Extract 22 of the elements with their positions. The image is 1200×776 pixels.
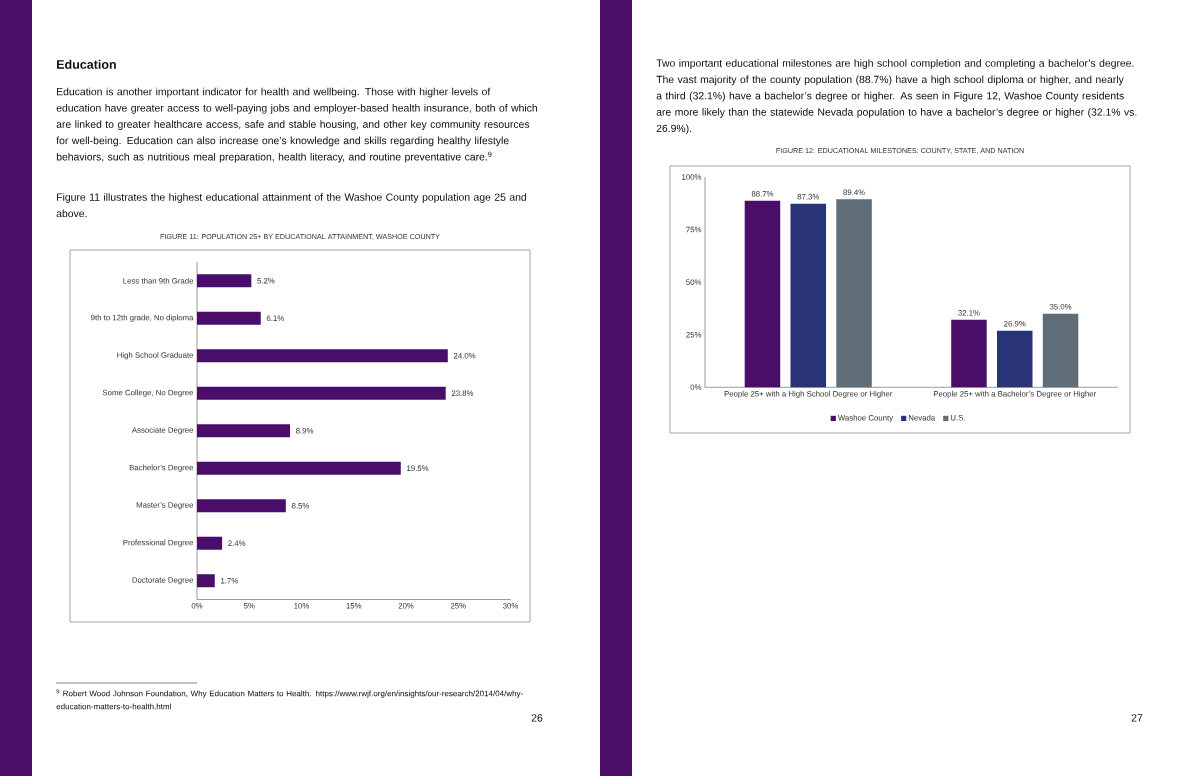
bar	[744, 200, 781, 388]
bar	[790, 203, 827, 388]
bar	[951, 319, 987, 388]
bar	[197, 311, 261, 325]
bar	[997, 330, 1033, 388]
bar	[197, 574, 215, 588]
bar	[197, 386, 446, 400]
text: 26	[531, 714, 543, 722]
text: Two important educational milestones are high school completion and completing a bachelor’s degree. The vast majority of the county population (88.7%) have a high school diploma or higher, and nearly a third (32.1%) have a bachelor’s degree or higher. As seen in Figure 12, Washoe County residents are more likely than the statewide Nevada population to have a bachelor’s degree or higher (32.1% vs. 26.9%).	[656, 59, 1137, 135]
bar	[197, 349, 448, 363]
text: Education	[57, 59, 116, 69]
text: $^{9}$ Robert Wood Johnson Foundation, Why Education Matters to Health. https://www.rwjf.org/en/insights/our-research/2014/04/why-education-matters-to-health.html	[56, 689, 523, 710]
caption: Figure 11 illustrates the highest educational attainment of the Washoe County population age 25 and above.	[56, 193, 527, 218]
bar	[836, 199, 872, 388]
bar	[197, 461, 401, 475]
text: Education is another important indicator for health and wellbeing. Those with higher levels of education have greater access to well-paying jobs and employer-based health insurance, both of which are linked to greater healthcare access, safe and stable housing, and other key community resources for well-being. Education can also increase one’s knowledge and skills regarding healthy lifestyle behaviors, such as nutritious meal preparation, health literacy, and routine preventative care.$^{9}$	[56, 87, 537, 163]
bar	[197, 536, 223, 550]
bar	[197, 424, 291, 438]
bar	[1042, 313, 1079, 388]
bar	[197, 499, 286, 513]
text: 27	[1131, 714, 1143, 722]
bar	[197, 274, 252, 288]
